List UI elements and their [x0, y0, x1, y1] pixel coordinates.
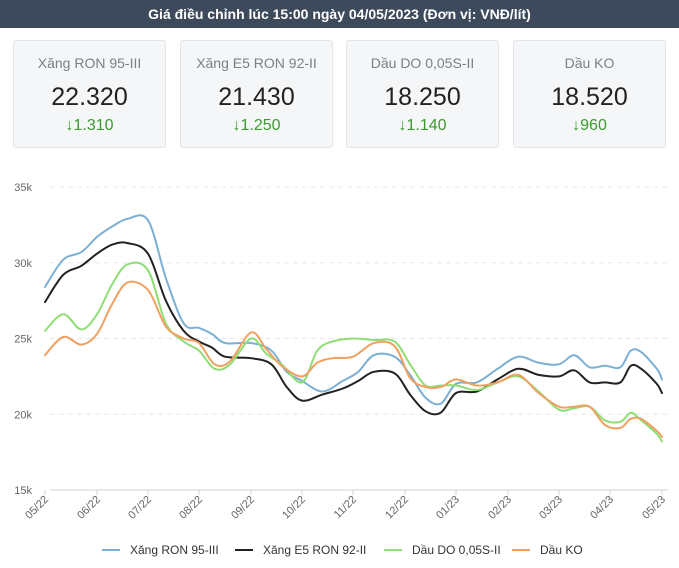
legend-item[interactable]: Dầu KO — [512, 542, 583, 558]
price-cards: Xăng RON 95-III 22.320 ↓1.310 Xăng E5 RO… — [13, 40, 667, 152]
x-tick-label: 05/22 — [23, 494, 51, 522]
price-line-chart: 15k 20k 25k 30k 35k 05/22 06/22 07/22 08/22 09/22… — [14, 182, 668, 522]
card-change: ↓1.250 — [232, 117, 281, 134]
x-tick-label: 10/22 — [280, 494, 308, 522]
card-price: 21.430 — [218, 83, 295, 111]
legend-label: Dầu DO 0,05S-II — [412, 543, 501, 557]
card-price: 18.250 — [384, 83, 461, 111]
legend-swatch — [384, 549, 402, 551]
x-tick-label: 01/23 — [434, 494, 462, 522]
x-tick-label: 07/22 — [126, 494, 154, 522]
x-tick-label: 11/22 — [332, 494, 359, 521]
legend-swatch — [102, 549, 120, 551]
header-banner: Giá điều chỉnh lúc 15:00 ngày 04/05/2023… — [0, 0, 679, 28]
card-fuel-name: Dầu DO 0,05S-II — [370, 55, 475, 71]
legend-swatch — [512, 549, 530, 551]
card-change: ↓960 — [572, 117, 607, 134]
series-line-1 — [44, 214, 663, 406]
card-change: ↓1.310 — [65, 117, 114, 134]
x-tick-label: 09/22 — [229, 494, 257, 522]
card-fuel-name: Xăng RON 95-III — [37, 55, 142, 71]
y-tick-label: 25k — [14, 334, 32, 346]
card-price: 18.520 — [551, 83, 628, 111]
series-line-4 — [44, 280, 663, 438]
price-card-e5-ron92: Xăng E5 RON 92-II 21.430 ↓1.250 — [180, 40, 333, 148]
price-card-ron95: Xăng RON 95-III 22.320 ↓1.310 — [13, 40, 166, 148]
x-tick-label: 12/22 — [383, 494, 411, 522]
legend-label: Xăng RON 95-III — [130, 543, 219, 557]
chart-legend: Xăng RON 95-III Xăng E5 RON 92-II Dầu DO 0… — [0, 540, 679, 562]
x-tick-label: 06/22 — [75, 494, 103, 522]
x-tick-label: 05/23 — [640, 494, 668, 522]
x-tick-label: 03/23 — [537, 494, 565, 522]
card-price: 22.320 — [51, 83, 128, 111]
page-title: Giá điều chỉnh lúc 15:00 ngày 04/05/2023… — [148, 6, 531, 22]
legend-swatch — [235, 549, 253, 551]
legend-item[interactable]: Dầu DO 0,05S-II — [384, 542, 501, 558]
y-tick-label: 15k — [14, 485, 32, 497]
card-change: ↓1.140 — [398, 117, 447, 134]
x-tick-label: 02/23 — [486, 494, 514, 522]
y-tick-label: 30k — [14, 258, 32, 270]
legend-item[interactable]: Xăng RON 95-III — [102, 542, 219, 558]
x-tick-label: 08/22 — [177, 494, 205, 522]
series-line-3 — [44, 261, 663, 443]
card-fuel-name: Xăng E5 RON 92-II — [196, 55, 317, 71]
legend-label: Dầu KO — [540, 543, 583, 557]
price-card-ko: Dầu KO 18.520 ↓960 — [513, 40, 666, 148]
card-fuel-name: Dầu KO — [564, 55, 615, 71]
legend-label: Xăng E5 RON 92-II — [263, 543, 367, 557]
legend-item[interactable]: Xăng E5 RON 92-II — [235, 542, 366, 558]
y-tick-label: 35k — [14, 182, 32, 194]
series-line-2 — [44, 241, 663, 416]
y-tick-label: 20k — [14, 409, 32, 421]
x-tick-label: 04/23 — [588, 494, 616, 522]
price-card-do: Dầu DO 0,05S-II 18.250 ↓1.140 — [346, 40, 499, 148]
